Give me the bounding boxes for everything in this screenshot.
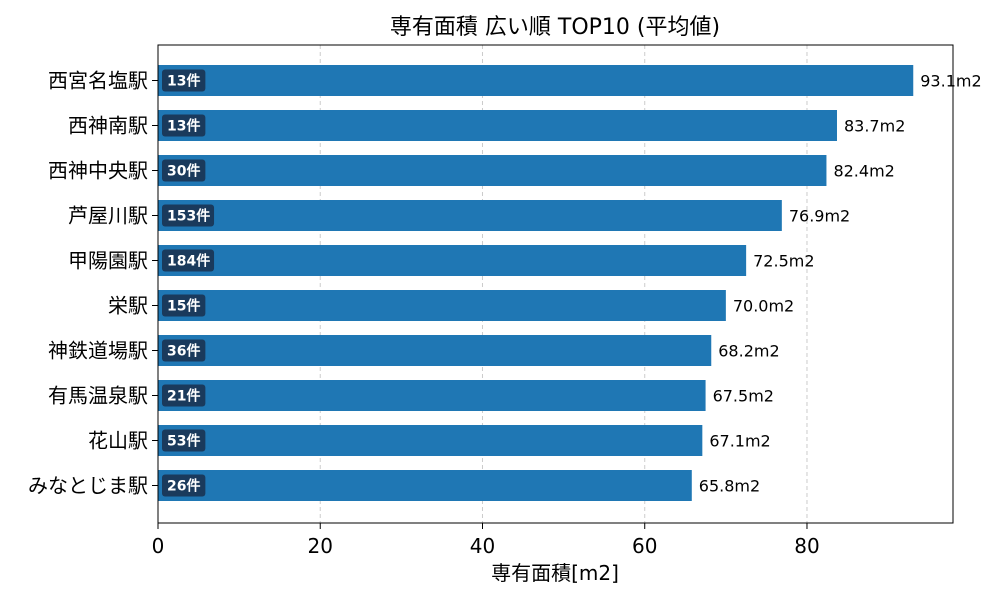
category-label: 有馬温泉駅 xyxy=(48,384,148,408)
count-label: 13件 xyxy=(167,118,200,135)
x-tick-label: 0 xyxy=(152,534,165,558)
bars-group: 13件 93.1m2 13件 83.7m2 30件 82.4m2 153件 76.9m2 184… xyxy=(158,65,982,501)
count-badge xyxy=(162,69,206,92)
category-label: 甲陽園駅 xyxy=(68,249,148,273)
bar xyxy=(158,290,726,321)
x-axis-ticks: 0 20 40 60 80 xyxy=(152,523,820,558)
bar xyxy=(158,110,837,141)
count-label: 26件 xyxy=(167,478,200,495)
bar xyxy=(158,470,692,501)
bar xyxy=(158,335,712,366)
category-label: みなとじま駅 xyxy=(28,474,148,498)
value-label: 93.1m2 xyxy=(920,72,981,91)
value-label: 65.8m2 xyxy=(699,477,760,496)
count-badge xyxy=(162,474,206,497)
bar xyxy=(158,425,703,456)
value-label: 72.5m2 xyxy=(753,252,814,271)
bar xyxy=(158,245,747,276)
count-badge xyxy=(162,339,206,362)
count-badge xyxy=(162,159,206,182)
count-label: 53件 xyxy=(167,433,200,450)
bar xyxy=(158,155,827,186)
x-tick-label: 80 xyxy=(794,534,819,558)
value-label: 70.0m2 xyxy=(733,297,794,316)
chart-title: 専有面積 広い順 TOP10 (平均値) xyxy=(390,15,720,40)
value-label: 76.9m2 xyxy=(789,207,850,226)
bar xyxy=(158,380,706,411)
count-label: 184件 xyxy=(167,253,210,270)
count-label: 15件 xyxy=(167,298,200,315)
x-tick-label: 60 xyxy=(632,534,657,558)
count-label: 21件 xyxy=(167,388,200,405)
category-label: 栄駅 xyxy=(108,294,148,318)
count-badge xyxy=(162,114,206,137)
category-labels: 西宮名塩駅西神南駅西神中央駅芦屋川駅甲陽園駅栄駅神鉄道場駅有馬温泉駅花山駅みなと… xyxy=(28,69,158,498)
category-label: 芦屋川駅 xyxy=(68,204,148,228)
value-label: 67.5m2 xyxy=(713,387,774,406)
value-label: 83.7m2 xyxy=(844,117,905,136)
count-badge xyxy=(162,429,206,452)
value-label: 82.4m2 xyxy=(833,162,894,181)
x-tick-label: 40 xyxy=(470,534,495,558)
count-label: 36件 xyxy=(167,343,200,360)
count-label: 30件 xyxy=(167,163,200,180)
bar xyxy=(158,200,782,231)
x-tick-label: 20 xyxy=(308,534,333,558)
category-label: 花山駅 xyxy=(88,429,148,453)
value-label: 67.1m2 xyxy=(709,432,770,451)
category-label: 西神中央駅 xyxy=(48,159,148,183)
count-label: 153件 xyxy=(167,208,210,225)
count-badge xyxy=(162,249,215,272)
count-badge xyxy=(162,384,206,407)
plot-frame xyxy=(157,44,954,524)
category-label: 西神南駅 xyxy=(68,114,148,138)
category-label: 西宮名塩駅 xyxy=(48,69,148,93)
count-badge xyxy=(162,204,215,227)
bar xyxy=(158,65,914,96)
value-label: 68.2m2 xyxy=(718,342,779,361)
count-label: 13件 xyxy=(167,73,200,90)
x-axis-label: 専有面積[m2] xyxy=(491,561,619,585)
category-label: 神鉄道場駅 xyxy=(48,339,148,363)
count-badge xyxy=(162,294,206,317)
